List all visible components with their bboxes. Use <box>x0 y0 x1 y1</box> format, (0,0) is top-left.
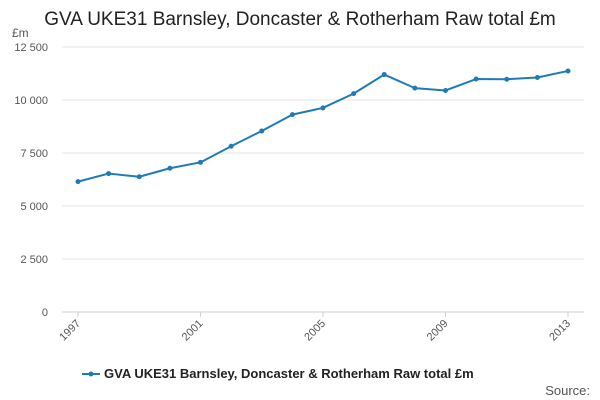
y-tick-label: 2 500 <box>20 254 48 266</box>
x-axis-ticks: 1997 2001 2005 2009 2013 <box>57 312 573 343</box>
series <box>75 68 571 185</box>
y-tick-label: 7 500 <box>20 148 48 160</box>
data-point <box>320 105 326 111</box>
y-tick-label: 12 500 <box>14 42 48 54</box>
data-point <box>351 91 357 97</box>
grid <box>62 46 584 313</box>
x-tick-label: 2009 <box>425 318 451 344</box>
data-point <box>504 76 510 82</box>
y-tick-label: 10 000 <box>14 95 48 107</box>
chart-title: GVA UKE31 Barnsley, Doncaster & Rotherha… <box>44 9 555 30</box>
data-point <box>473 76 479 82</box>
y-tick-label: 0 <box>42 307 48 319</box>
data-point <box>565 68 571 74</box>
data-point <box>228 143 234 149</box>
data-point <box>198 159 203 165</box>
x-tick-label: 1997 <box>57 318 83 344</box>
data-point <box>443 87 448 93</box>
data-point <box>259 128 265 134</box>
data-point <box>381 72 387 78</box>
y-tick-label: 5 000 <box>20 201 48 213</box>
y-axis-unit: £m <box>12 26 29 40</box>
legend-label: GVA UKE31 Barnsley, Doncaster & Rotherha… <box>104 366 474 381</box>
legend[interactable]: GVA UKE31 Barnsley, Doncaster & Rotherha… <box>82 366 474 381</box>
data-point <box>534 75 540 81</box>
source-label[interactable]: Source: <box>545 383 590 398</box>
data-point <box>136 174 142 180</box>
x-tick-label: 2013 <box>547 318 573 344</box>
data-point <box>167 165 173 171</box>
series-line <box>77 69 569 183</box>
x-tick-label: 2001 <box>180 318 206 344</box>
data-point <box>289 112 295 118</box>
y-axis-ticks: 0 2 500 5 000 7 500 10 000 12 500 <box>14 42 48 319</box>
data-point <box>75 179 81 185</box>
data-point <box>412 85 418 91</box>
data-point <box>106 171 112 177</box>
legend-point-marker <box>88 371 94 377</box>
x-tick-label: 2005 <box>302 318 328 344</box>
